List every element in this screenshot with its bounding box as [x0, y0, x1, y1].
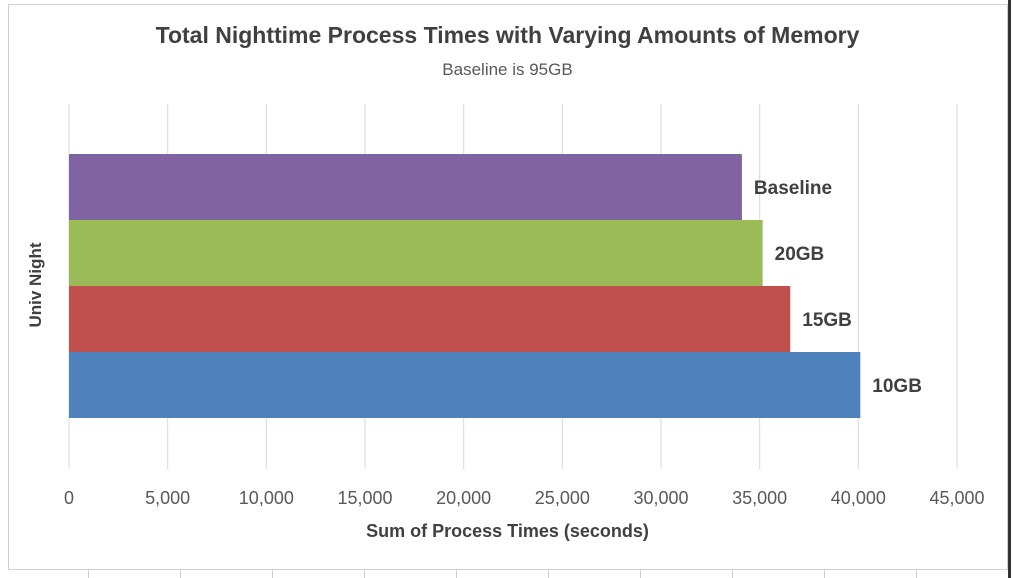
x-axis-label: Sum of Process Times (seconds) [366, 521, 649, 541]
chart-title: Total Nighttime Process Times with Varyi… [155, 22, 860, 48]
x-tick-label: 5,000 [145, 488, 190, 508]
chart-subtitle: Baseline is 95GB [442, 60, 573, 79]
x-tick-label: 20,000 [436, 488, 491, 508]
bar-15gb [69, 286, 791, 352]
bar-20gb [69, 220, 763, 286]
x-tick-label: 10,000 [239, 488, 294, 508]
data-label-20gb: 20GB [775, 244, 825, 265]
x-tick-label: 45,000 [929, 488, 984, 508]
window-edge [1008, 0, 1011, 578]
x-tick-label: 25,000 [535, 488, 590, 508]
x-tick-label: 35,000 [732, 488, 787, 508]
bottom-grid-strip [0, 570, 1008, 578]
x-tick-label: 40,000 [831, 488, 886, 508]
data-label-10gb: 10GB [872, 376, 922, 397]
data-label-baseline: Baseline [754, 178, 832, 199]
data-label-15gb: 15GB [802, 310, 852, 331]
x-tick-label: 30,000 [633, 488, 688, 508]
bar-baseline [69, 154, 742, 220]
bar-10gb [69, 352, 861, 418]
x-tick-label: 0 [64, 488, 74, 508]
x-tick-label: 15,000 [337, 488, 392, 508]
